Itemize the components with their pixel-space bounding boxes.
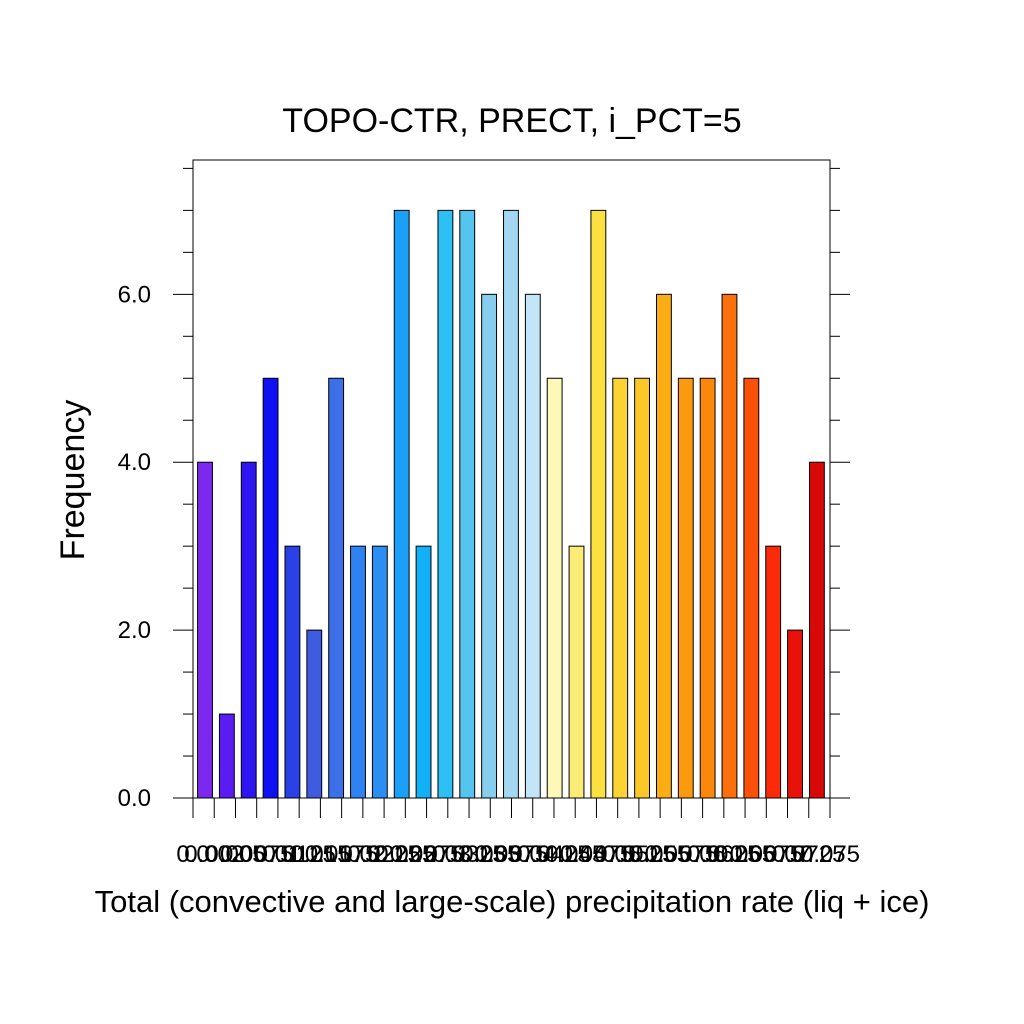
bar [612, 377, 629, 799]
x-tick-label: 0.0275 [390, 841, 463, 868]
y-tick-label: 2.0 [118, 617, 151, 644]
x-tick-label: 0.02 [340, 841, 387, 868]
x-tick-label: 0.035 [460, 841, 520, 868]
axis-ticks [173, 167, 850, 818]
x-tick-label: 0.0725 [772, 841, 845, 868]
bar [371, 545, 388, 799]
x-tick-label: 0.005 [205, 841, 265, 868]
x-axis-label: Total (convective and large-scale) preci… [95, 884, 930, 919]
bar [218, 713, 235, 799]
bar [284, 545, 301, 799]
x-tick-label: 0.07 [764, 841, 811, 868]
bar [481, 293, 498, 799]
bar [677, 377, 694, 799]
x-tick-label: 0.0375 [475, 841, 548, 868]
x-tick-label: 0.0625 [687, 841, 760, 868]
bar [197, 461, 213, 799]
x-tick-label: 0.01 [255, 841, 302, 868]
x-tick-label: 0.065 [715, 841, 775, 868]
bar [765, 545, 782, 799]
x-tick-label: 0.0075 [220, 841, 293, 868]
bar [590, 209, 607, 799]
x-tick-label: 0.015 [290, 841, 350, 868]
x-tick-label: 0.05 [594, 841, 641, 868]
x-tick-label: 0.025 [375, 841, 435, 868]
bar [328, 377, 345, 799]
bars [197, 209, 825, 799]
x-tick-label: 0.0225 [347, 841, 420, 868]
y-tick-label: 4.0 [118, 449, 151, 476]
y-tick-label: 6.0 [118, 281, 151, 308]
plot-frame [192, 159, 831, 799]
bar [437, 209, 454, 799]
x-tick-label: 0.03 [424, 841, 471, 868]
bar [503, 209, 519, 799]
bar [393, 209, 410, 799]
x-tick-label: 0.0 [176, 841, 209, 868]
x-tick-label: 0.0125 [262, 841, 335, 868]
x-tick-label: 0.0475 [560, 841, 633, 868]
y-axis-label: Frequency [54, 400, 92, 561]
x-tick-label: 0.075 [800, 841, 860, 868]
bar [655, 293, 672, 799]
x-tick-label: 0.04 [509, 841, 556, 868]
x-tick-label: 0.0325 [432, 841, 505, 868]
bar [721, 293, 738, 799]
x-tick-label: 0.0575 [645, 841, 718, 868]
bar [787, 629, 803, 799]
bar [262, 377, 279, 799]
bar [568, 545, 585, 799]
bar [524, 293, 541, 799]
bar [306, 629, 323, 799]
bar [415, 545, 432, 799]
y-tick-label: 0.0 [118, 785, 151, 812]
bar [240, 461, 257, 799]
x-tick-label: 0.0175 [305, 841, 378, 868]
x-tick-label: 0.0525 [602, 841, 675, 868]
chart-title: TOPO-CTR, PRECT, i_PCT=5 [282, 102, 741, 140]
x-tick-label: 0.06 [679, 841, 726, 868]
bar [634, 377, 650, 799]
x-tick-label: 0.045 [545, 841, 605, 868]
x-tick-labels: 0.00.0020.0050.00750.010.01250.0150.0175… [176, 841, 860, 868]
x-tick-label: 0.002 [184, 841, 244, 868]
bar [699, 377, 716, 799]
bar [459, 209, 476, 799]
bar [743, 377, 760, 799]
y-tick-labels: 0.0 2.0 4.0 6.0 [118, 281, 151, 812]
x-tick-label: 0.055 [630, 841, 690, 868]
x-tick-label: 0.0425 [517, 841, 590, 868]
bar [546, 377, 563, 799]
bar [350, 545, 366, 799]
bar [808, 461, 825, 799]
x-tick-label: 0.0675 [730, 841, 803, 868]
